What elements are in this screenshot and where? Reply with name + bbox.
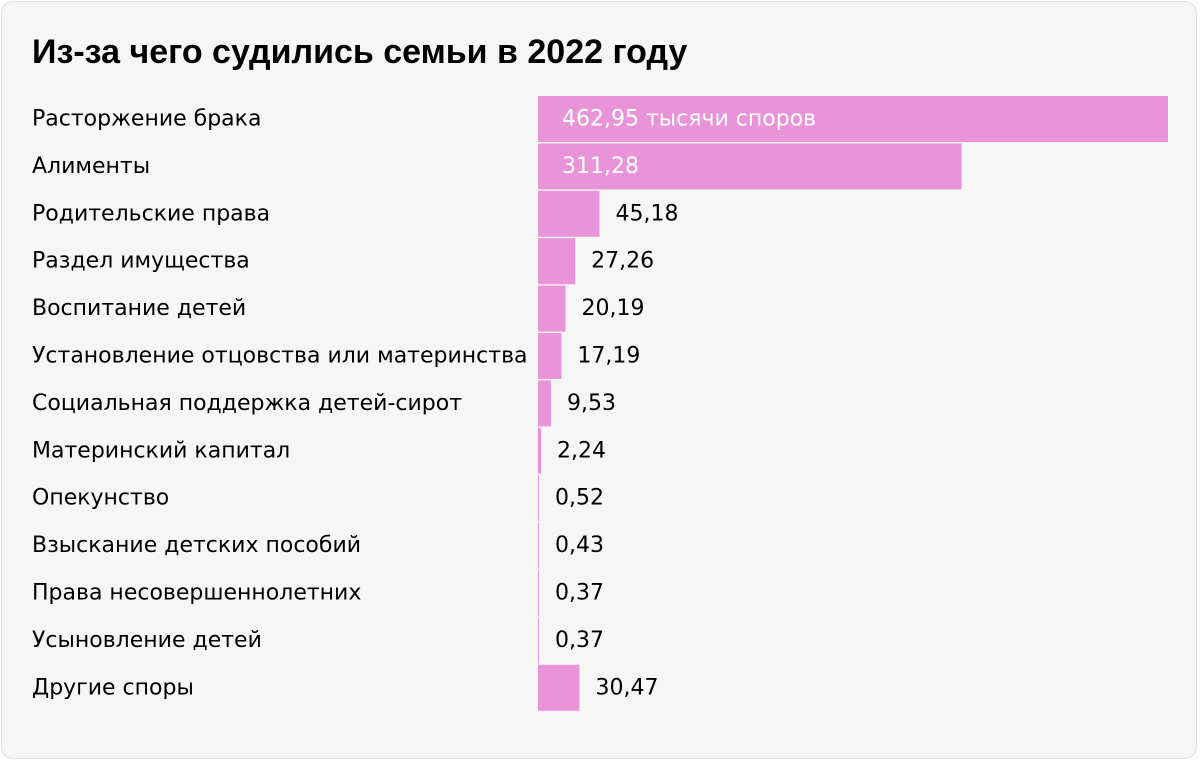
value-label: 27,26 <box>591 249 654 274</box>
value-label: 9,53 <box>567 391 616 416</box>
bar-row-1 <box>538 143 962 190</box>
bar-row-7 <box>538 427 542 474</box>
chart-title: Из-за чего судились семьи в 2022 году <box>32 33 688 71</box>
bar-row-4 <box>538 285 566 332</box>
value-label: 30,47 <box>595 675 658 700</box>
bar-row-12 <box>538 664 580 711</box>
category-label: Взыскание детских пособий <box>32 533 361 558</box>
value-label: 45,18 <box>615 201 678 226</box>
category-label: Другие споры <box>32 675 194 700</box>
category-label: Усыновление детей <box>32 628 262 653</box>
value-label: 462,95 тысячи споров <box>562 107 816 132</box>
category-label: Социальная поддержка детей-сирот <box>32 391 462 416</box>
category-label: Материнский капитал <box>32 438 290 463</box>
value-label: 311,28 <box>562 154 639 179</box>
category-label: Раздел имущества <box>32 249 250 274</box>
category-label: Воспитание детей <box>32 296 246 321</box>
bar-row-0 <box>538 96 1168 142</box>
category-label: Родительские права <box>32 201 270 226</box>
value-label: 0,43 <box>555 533 604 558</box>
value-label: 0,37 <box>555 581 604 606</box>
bar-row-9 <box>538 522 539 569</box>
bar-row-8 <box>538 475 539 522</box>
category-label: Алименты <box>32 154 150 179</box>
value-label: 0,37 <box>555 628 604 653</box>
category-label: Опекунство <box>32 486 169 511</box>
category-label: Права несовершеннолетних <box>32 581 361 606</box>
bar-row-11 <box>538 617 539 664</box>
bar-row-2 <box>538 190 600 237</box>
bar-row-3 <box>538 238 576 285</box>
category-label: Расторжение брака <box>32 107 261 132</box>
bar-row-6 <box>538 380 551 427</box>
bar-row-5 <box>538 333 562 379</box>
value-label: 20,19 <box>581 296 644 321</box>
value-label: 0,52 <box>555 486 604 511</box>
category-label: Установление отцовства или материнства <box>32 344 528 369</box>
bar-row-10 <box>538 570 539 616</box>
value-label: 2,24 <box>557 438 606 463</box>
value-label: 17,19 <box>577 344 640 369</box>
